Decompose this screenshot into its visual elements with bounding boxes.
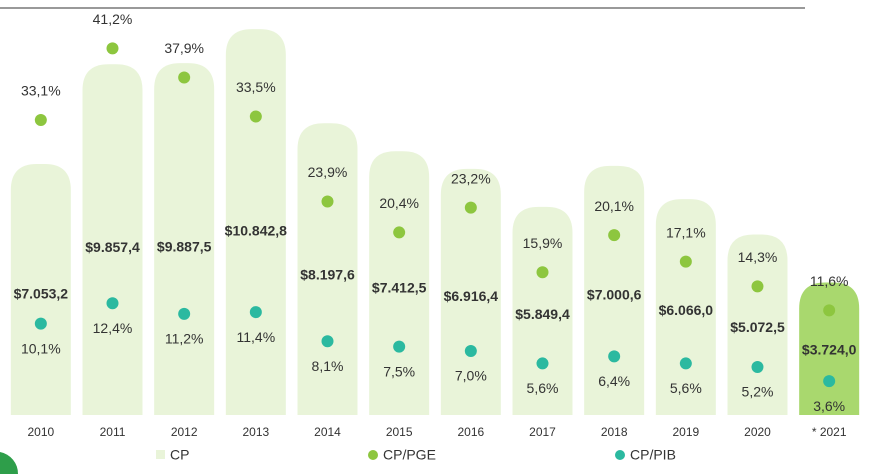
bar-value-label: $9.857,4 <box>85 239 140 255</box>
corner-decoration <box>0 452 19 474</box>
pge-dot <box>679 255 692 268</box>
pib-dot <box>536 357 549 370</box>
x-tick-label: 2013 <box>242 425 269 439</box>
pib-label: 5,6% <box>670 380 702 396</box>
pge-label: 41,2% <box>93 11 133 27</box>
pge-label: 23,9% <box>308 164 348 180</box>
pge-dot <box>823 304 836 317</box>
pge-dot <box>321 195 334 208</box>
bar <box>225 29 286 415</box>
x-tick-label: * 2021 <box>812 425 847 439</box>
bar <box>727 234 788 415</box>
pib-label: 7,0% <box>455 368 487 384</box>
pib-label: 7,5% <box>383 363 415 379</box>
bar-value-label: $5.072,5 <box>730 319 785 335</box>
bar-value-label: $8.197,6 <box>300 267 355 283</box>
bar <box>440 168 501 415</box>
pge-dot <box>178 71 191 84</box>
x-tick-label: 2015 <box>386 425 413 439</box>
pge-dot <box>34 114 47 127</box>
x-tick-label: 2016 <box>457 425 484 439</box>
x-tick-label: 2019 <box>672 425 699 439</box>
bar-value-label: $7.000,6 <box>587 287 642 303</box>
pib-dot <box>249 306 262 319</box>
bar-value-label: $5.849,4 <box>515 306 570 322</box>
x-tick-label: 2014 <box>314 425 341 439</box>
bar <box>655 199 716 415</box>
pge-label: 11,6% <box>810 273 849 289</box>
bar-value-label: $6.066,0 <box>659 302 714 318</box>
bar <box>799 282 860 415</box>
bar <box>369 151 430 415</box>
legend-marker <box>368 450 378 460</box>
pib-label: 5,2% <box>742 384 774 400</box>
pge-label: 15,9% <box>523 235 563 251</box>
x-tick-label: 2010 <box>27 425 54 439</box>
bar <box>154 63 215 415</box>
pge-label: 37,9% <box>164 40 204 56</box>
pib-label: 3,6% <box>813 398 845 414</box>
bar-value-label: $7.053,2 <box>14 286 69 302</box>
bar <box>297 123 358 415</box>
pib-label: 11,2% <box>165 331 204 347</box>
pge-dot <box>393 226 406 239</box>
pib-dot <box>106 297 119 310</box>
bar <box>512 206 573 415</box>
bar <box>584 165 645 415</box>
pib-dot <box>679 357 692 370</box>
pib-dot <box>321 335 334 348</box>
x-tick-label: 2012 <box>171 425 198 439</box>
legend-marker <box>156 450 165 459</box>
pge-dot <box>751 280 764 293</box>
bar <box>10 164 71 415</box>
x-tick-label: 2018 <box>601 425 628 439</box>
pge-dot <box>608 229 621 242</box>
pib-label: 10,1% <box>21 340 61 356</box>
pge-label: 23,2% <box>451 170 491 186</box>
pib-dot <box>393 340 406 353</box>
legend-label: CP/PGE <box>383 447 436 463</box>
pge-label: 33,1% <box>21 83 61 99</box>
pge-dot <box>249 110 262 123</box>
pge-label: 17,1% <box>666 224 706 240</box>
bar-value-label: $9.887,5 <box>157 238 212 254</box>
pge-label: 20,1% <box>594 198 634 214</box>
pib-dot <box>464 345 477 358</box>
legend-marker <box>615 450 625 460</box>
pib-dot <box>751 360 764 373</box>
bar-value-label: $3.724,0 <box>802 341 857 357</box>
x-tick-label: 2011 <box>100 425 126 439</box>
legend-label: CP/PIB <box>630 447 676 463</box>
pib-dot <box>823 375 836 388</box>
pib-label: 12,4% <box>93 320 133 336</box>
pge-label: 20,4% <box>379 195 419 211</box>
pge-dot <box>106 42 119 55</box>
legend-label: CP <box>170 447 189 463</box>
pib-label: 5,6% <box>527 380 559 396</box>
pge-label: 14,3% <box>738 249 778 265</box>
pib-label: 8,1% <box>312 358 344 374</box>
pge-dot <box>464 201 477 214</box>
x-tick-label: 2017 <box>529 425 556 439</box>
pib-dot <box>34 317 47 330</box>
pib-dot <box>178 307 191 320</box>
pib-dot <box>608 350 621 363</box>
pge-label: 33,5% <box>236 79 276 95</box>
bar-value-label: $7.412,5 <box>372 280 427 296</box>
bar-value-label: $10.842,8 <box>225 222 287 238</box>
pib-label: 11,4% <box>236 329 275 345</box>
pge-dot <box>536 266 549 279</box>
pib-label: 6,4% <box>598 373 630 389</box>
x-tick-label: 2020 <box>744 425 771 439</box>
bar <box>82 64 143 415</box>
bar-value-label: $6.916,4 <box>444 288 499 304</box>
